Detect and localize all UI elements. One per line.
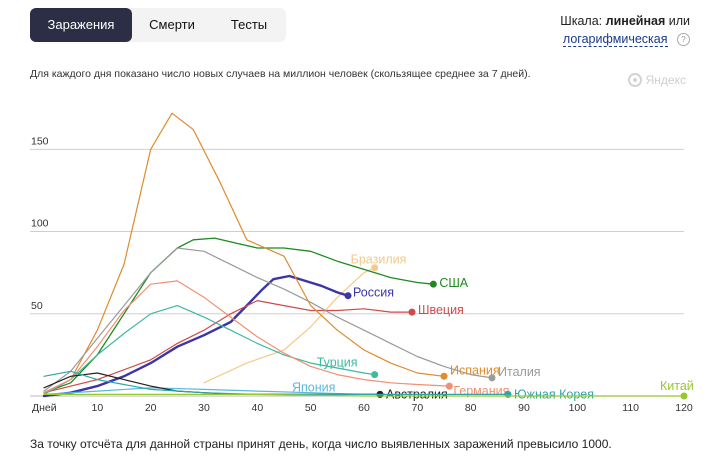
chart-description: Для каждого дня показано число новых слу… <box>30 68 531 80</box>
x-tick-label: 60 <box>358 402 370 414</box>
watermark-text: Яндекс <box>645 73 686 87</box>
x-tick-label: Дней <box>32 402 57 414</box>
metric-tabs: Заражения Смерти Тесты <box>30 8 286 42</box>
tab-deaths[interactable]: Смерти <box>149 17 195 32</box>
series-line-11 <box>43 393 685 397</box>
x-tick-label: 120 <box>675 402 693 414</box>
series-end-marker-6 <box>371 371 379 379</box>
series-line-1 <box>43 237 434 394</box>
series-end-marker-4 <box>440 372 448 380</box>
scale-joiner: или <box>668 14 690 28</box>
scale-linear-current: линейная <box>605 14 666 28</box>
scale-switcher: Шкала: линейная или логарифмическая ? <box>490 12 690 48</box>
yandex-watermark: Яндекс <box>627 73 686 87</box>
series-line-4 <box>43 112 445 394</box>
x-tick-label: 40 <box>251 402 263 414</box>
series-label-6: Турция <box>317 356 358 370</box>
yandex-logo-icon <box>627 73 642 87</box>
series-end-marker-3 <box>408 308 416 316</box>
series-line-10 <box>43 370 509 395</box>
series-label-11: Китай <box>660 379 694 393</box>
footer-note: За точку отсчёта для данной страны приня… <box>30 437 612 451</box>
y-tick-label: 50 <box>31 300 43 312</box>
tab-infections[interactable]: Заражения <box>30 8 132 42</box>
series-label-1: США <box>439 276 468 290</box>
series-label-5: Италия <box>498 365 541 379</box>
x-tick-label: 110 <box>622 402 639 414</box>
series-end-marker-11 <box>680 392 688 400</box>
series-label-8: Япония <box>292 380 335 394</box>
x-tick-label: 50 <box>305 402 317 414</box>
x-tick-label: 30 <box>198 402 210 414</box>
series-line-3 <box>43 300 413 394</box>
series-end-marker-2 <box>344 292 352 300</box>
y-tick-label: 150 <box>31 135 49 147</box>
series-label-10: Южная Корея <box>514 387 594 401</box>
series-label-3: Швеция <box>418 303 464 317</box>
x-tick-label: 20 <box>145 402 157 414</box>
series-label-0: Бразилия <box>351 253 407 267</box>
series-end-marker-7 <box>445 382 453 390</box>
series-label-2: Россия <box>353 286 394 300</box>
series-label-4: Испания <box>450 363 500 377</box>
tab-tests[interactable]: Тесты <box>230 17 268 32</box>
series-line-2 <box>42 274 350 398</box>
x-tick-label: 70 <box>411 402 423 414</box>
chart-axis: 50 100 150 Дней 10 20 30 40 50 60 70 80 90 100 110 120 <box>31 135 693 414</box>
series-end-marker-10 <box>504 390 512 398</box>
y-tick-label: 100 <box>31 218 49 230</box>
x-tick-label: 10 <box>91 402 103 414</box>
scale-log-link[interactable]: логарифмическая <box>562 32 668 47</box>
help-icon[interactable]: ? <box>677 33 690 47</box>
series-end-marker-1 <box>429 280 437 288</box>
x-tick-label: 100 <box>569 402 587 414</box>
series-line-6 <box>43 305 376 395</box>
series-line-0 <box>203 267 376 384</box>
x-tick-label: 80 <box>465 402 477 414</box>
scale-prefix: Шкала: <box>560 14 603 28</box>
series-end-marker-0 <box>371 264 379 272</box>
series-line-5 <box>43 247 493 392</box>
series-line-7 <box>43 280 450 394</box>
series-end-marker-5 <box>488 374 496 382</box>
x-tick-label: 90 <box>518 402 530 414</box>
